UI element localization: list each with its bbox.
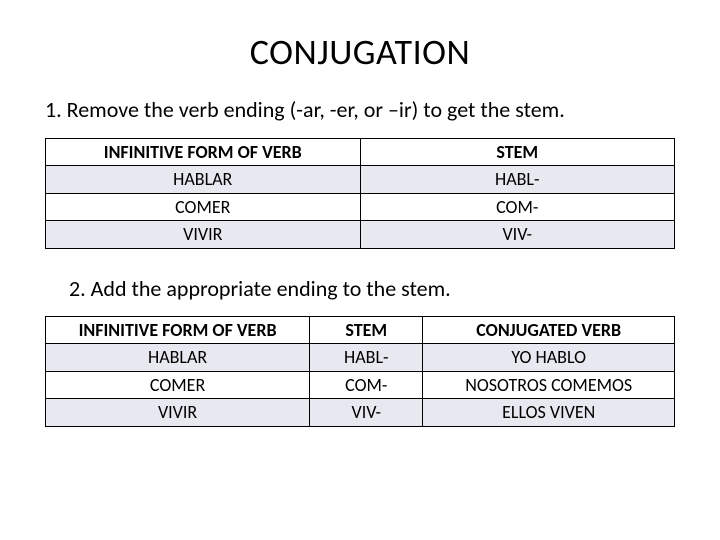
cell-infinitive: COMER xyxy=(46,193,361,221)
cell-stem: HABL- xyxy=(310,344,423,372)
table-header-row: INFINITIVE FORM OF VERB STEM xyxy=(46,138,675,166)
cell-conjugated: YO HABLO xyxy=(423,344,675,372)
th-infinitive: INFINITIVE FORM OF VERB xyxy=(46,138,361,166)
table-row: COMER COM- NOSOTROS COMEMOS xyxy=(46,371,675,399)
step-1-text: 1. Remove the verb ending (-ar, -er, or … xyxy=(45,96,675,124)
cell-stem: VIV- xyxy=(360,221,675,249)
table-row: COMER COM- xyxy=(46,193,675,221)
cell-infinitive: HABLAR xyxy=(46,344,310,372)
th-infinitive: INFINITIVE FORM OF VERB xyxy=(46,316,310,344)
cell-infinitive: VIVIR xyxy=(46,221,361,249)
step-2-text: 2. Add the appropriate ending to the ste… xyxy=(45,275,675,302)
th-conjugated: CONJUGATED VERB xyxy=(423,316,675,344)
table-header-row: INFINITIVE FORM OF VERB STEM CONJUGATED … xyxy=(46,316,675,344)
table-row: HABLAR HABL- YO HABLO xyxy=(46,344,675,372)
cell-conjugated: ELLOS VIVEN xyxy=(423,399,675,427)
cell-stem: VIV- xyxy=(310,399,423,427)
cell-infinitive: VIVIR xyxy=(46,399,310,427)
table-row: VIVIR VIV- ELLOS VIVEN xyxy=(46,399,675,427)
cell-stem: HABL- xyxy=(360,166,675,194)
cell-stem: COM- xyxy=(310,371,423,399)
table-row: VIVIR VIV- xyxy=(46,221,675,249)
cell-stem: COM- xyxy=(360,193,675,221)
th-stem: STEM xyxy=(310,316,423,344)
cell-infinitive: COMER xyxy=(46,371,310,399)
page-title: CONJUGATION xyxy=(45,30,675,74)
cell-conjugated: NOSOTROS COMEMOS xyxy=(423,371,675,399)
table-stem: INFINITIVE FORM OF VERB STEM HABLAR HABL… xyxy=(45,138,675,249)
th-stem: STEM xyxy=(360,138,675,166)
cell-infinitive: HABLAR xyxy=(46,166,361,194)
table-row: HABLAR HABL- xyxy=(46,166,675,194)
table-conjugated: INFINITIVE FORM OF VERB STEM CONJUGATED … xyxy=(45,316,675,427)
